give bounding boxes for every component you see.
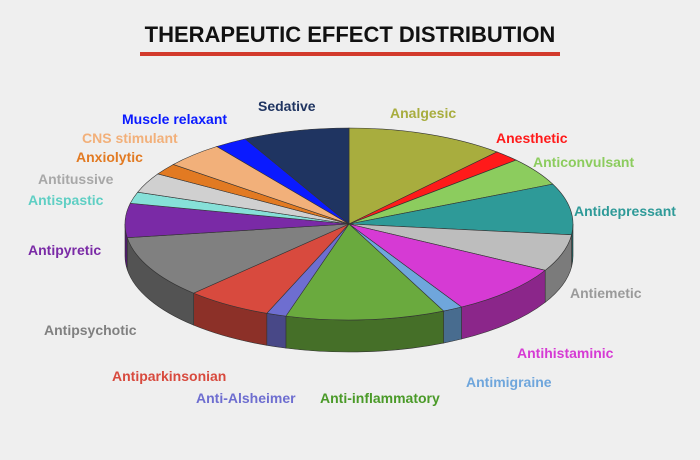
pie-slice-anti-inflammatory — [285, 223, 445, 321]
slice-label-antipyretic: Antipyretic — [28, 242, 101, 258]
pie-slice-antihistaminic — [348, 223, 546, 308]
slice-label-anti-inflammatory: Anti-inflammatory — [320, 390, 440, 406]
pie-slice-analgesic — [348, 127, 498, 225]
slice-label-antimigraine: Antimigraine — [466, 374, 552, 390]
slice-label-antipsychotic: Antipsychotic — [44, 322, 137, 338]
pie-slice-sedative — [244, 127, 350, 225]
slice-label-anesthetic: Anesthetic — [496, 130, 568, 146]
slice-label-cns-stimulant: CNS stimulant — [82, 130, 178, 146]
slice-label-sedative: Sedative — [258, 98, 316, 114]
slice-label-muscle-relaxant: Muscle relaxant — [122, 111, 227, 127]
slice-label-antiparkinsonian: Antiparkinsonian — [112, 368, 226, 384]
slice-label-antihistaminic: Antihistaminic — [517, 345, 614, 361]
pie-side-antimigraine — [443, 306, 462, 344]
slice-label-analgesic: Analgesic — [390, 105, 456, 121]
pie-side-anti-alsheimer — [266, 312, 287, 349]
pie-slice-antipsychotic — [126, 223, 350, 294]
slice-label-antitussive: Antitussive — [38, 171, 114, 187]
slice-label-antispastic: Antispastic — [28, 192, 104, 208]
slice-label-antiemetic: Antiemetic — [570, 285, 642, 301]
pie-slice-antidepressant — [348, 183, 574, 236]
slice-label-anxiolytic: Anxiolytic — [76, 149, 143, 165]
slice-label-anticonvulsant: Anticonvulsant — [533, 154, 634, 170]
slice-label-antidepressant: Antidepressant — [574, 203, 676, 219]
slice-label-anti-alsheimer: Anti-Alsheimer — [196, 390, 296, 406]
chart-title: THERAPEUTIC EFFECT DISTRIBUTION — [144, 22, 556, 47]
title-underline — [140, 52, 560, 56]
